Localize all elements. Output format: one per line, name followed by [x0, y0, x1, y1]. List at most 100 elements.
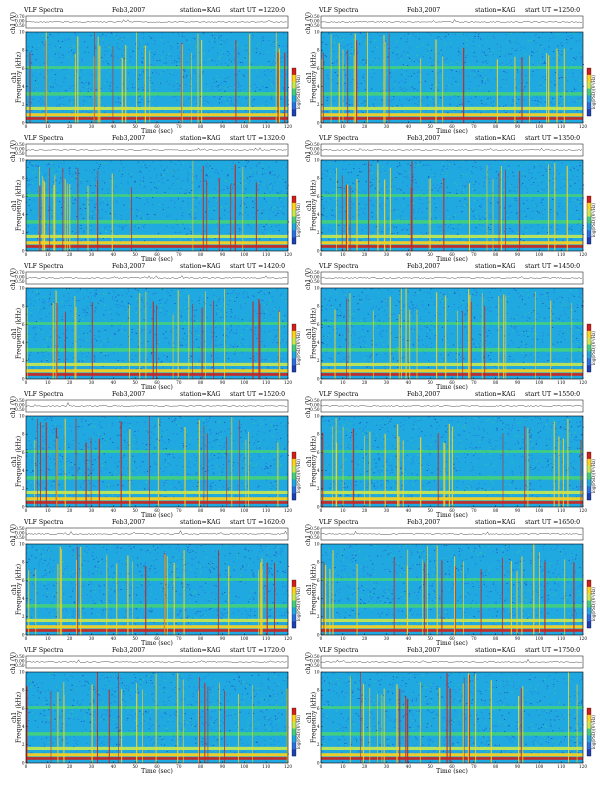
- y-tick-label: 4: [317, 212, 320, 217]
- x-tick-label: 60: [449, 764, 455, 769]
- frequency-band: [321, 604, 583, 608]
- x-axis-label: Time (sec): [141, 128, 173, 135]
- y-axis-label: Frequency (kHz): [16, 180, 23, 231]
- frequency-channel-label: ch1: [306, 456, 313, 467]
- frequency-band: [321, 706, 583, 709]
- x-tick-label: 60: [449, 124, 455, 129]
- x-tick-label: 110: [557, 380, 565, 385]
- frequency-band: [26, 362, 288, 367]
- channel-tick-label: -0.50: [309, 279, 320, 284]
- colorbar-label: log(PSD)(V²/Hz): [591, 331, 596, 365]
- panel-station: station=KAG: [180, 519, 221, 526]
- x-tick-label: 110: [557, 764, 565, 769]
- frequency-channel-label: ch1: [11, 584, 18, 595]
- y-tick-label: 4: [22, 84, 25, 89]
- x-tick-label: 30: [384, 252, 390, 257]
- x-tick-label: 50: [132, 636, 138, 641]
- panel-title-text: VLF Spectra: [319, 7, 359, 14]
- y-tick-label: 10: [314, 541, 320, 546]
- frequency-band: [321, 629, 583, 632]
- y-tick-label: 2: [317, 230, 320, 235]
- panel-start-time: start UT =1350:0: [525, 135, 581, 142]
- colorbar-label: log(PSD)(V²/Hz): [296, 203, 301, 237]
- channel-axis-label: ch1 (V): [10, 652, 17, 674]
- y-tick-label: 4: [317, 596, 320, 601]
- x-tick-label: 80: [198, 636, 204, 641]
- x-tick-label: 90: [515, 124, 521, 129]
- frequency-band: [26, 746, 288, 751]
- colorbar-label: log(PSD)(V²/Hz): [296, 587, 301, 621]
- x-tick-label: 10: [340, 252, 346, 257]
- x-tick-label: 90: [220, 764, 226, 769]
- y-tick-label: 8: [22, 304, 25, 309]
- x-tick-label: 0: [320, 764, 323, 769]
- colorbar-segment: [292, 337, 296, 345]
- y-tick-label: 10: [19, 29, 25, 34]
- x-tick-label: 90: [220, 508, 226, 513]
- spectrogram-panel: VLF Spectra Feb3,2007 station=KAG start UT …: [10, 646, 312, 776]
- channel-tick-label: -0.50: [14, 279, 25, 284]
- colorbar-segment: [292, 714, 296, 722]
- frequency-band: [26, 476, 288, 480]
- frequency-band: [321, 66, 583, 69]
- panel-station: station=KAG: [475, 135, 516, 142]
- x-tick-label: 70: [176, 636, 182, 641]
- x-tick-label: 50: [427, 508, 433, 513]
- y-tick-label: 10: [314, 285, 320, 290]
- colorbar-segment: [292, 330, 296, 338]
- frequency-band: [26, 450, 288, 453]
- x-tick-label: 100: [240, 764, 248, 769]
- x-axis-label: Time (sec): [141, 640, 173, 647]
- channel-tick-label: 0.00: [15, 659, 25, 664]
- channel-axis-label: ch1 (V): [10, 524, 17, 546]
- panel-date: Feb3,2007: [407, 519, 441, 526]
- channel-tick-label: -0.50: [14, 407, 25, 412]
- y-tick-label: 6: [22, 322, 25, 327]
- y-tick-label: 10: [19, 669, 25, 674]
- channel-axis-label: ch1 (V): [305, 12, 312, 34]
- x-tick-label: 50: [427, 764, 433, 769]
- channel-waveform: [320, 658, 583, 663]
- y-tick-label: 4: [317, 468, 320, 473]
- y-axis-label: Frequency (kHz): [311, 52, 318, 103]
- x-tick-label: 70: [471, 636, 477, 641]
- x-tick-label: 120: [284, 124, 292, 129]
- frequency-band: [321, 369, 583, 373]
- colorbar-segment: [292, 95, 296, 103]
- channel-axis-label: ch1 (V): [305, 524, 312, 546]
- x-tick-label: 80: [493, 764, 499, 769]
- channel-axis-label: ch1 (V): [10, 396, 17, 418]
- x-tick-label: 80: [493, 508, 499, 513]
- x-tick-label: 90: [515, 508, 521, 513]
- x-tick-label: 0: [25, 636, 28, 641]
- x-tick-label: 10: [340, 764, 346, 769]
- colorbar-segment: [587, 330, 591, 338]
- channel-tick-label: 0.00: [310, 147, 320, 152]
- colorbar-segment: [587, 337, 591, 345]
- panel-station: station=KAG: [180, 263, 221, 270]
- y-axis-label: Frequency (kHz): [16, 564, 23, 615]
- x-tick-label: 100: [535, 124, 543, 129]
- colorbar-segment: [587, 81, 591, 89]
- x-tick-label: 10: [45, 764, 51, 769]
- panel-start-time: start UT =1720:0: [230, 647, 286, 654]
- colorbar-segment: [292, 74, 296, 82]
- frequency-band: [26, 604, 288, 608]
- colorbar-label: log(PSD)(V²/Hz): [591, 203, 596, 237]
- frequency-band: [26, 241, 288, 245]
- channel-tick-label: 0.00: [15, 275, 25, 280]
- colorbar-segment: [587, 735, 591, 743]
- colorbar-segment: [587, 607, 591, 615]
- channel-strip-frame: [25, 655, 289, 669]
- panel-title-text: VLF Spectra: [319, 391, 359, 398]
- spectrogram-panel: VLF Spectra Feb3,2007 station=KAG start UT …: [305, 518, 607, 648]
- frequency-band: [321, 578, 583, 581]
- y-tick-label: 6: [317, 450, 320, 455]
- colorbar-segment: [587, 721, 591, 729]
- x-tick-label: 20: [67, 508, 73, 513]
- x-tick-label: 80: [493, 636, 499, 641]
- colorbar-frame: [291, 451, 297, 501]
- frequency-band: [26, 706, 288, 709]
